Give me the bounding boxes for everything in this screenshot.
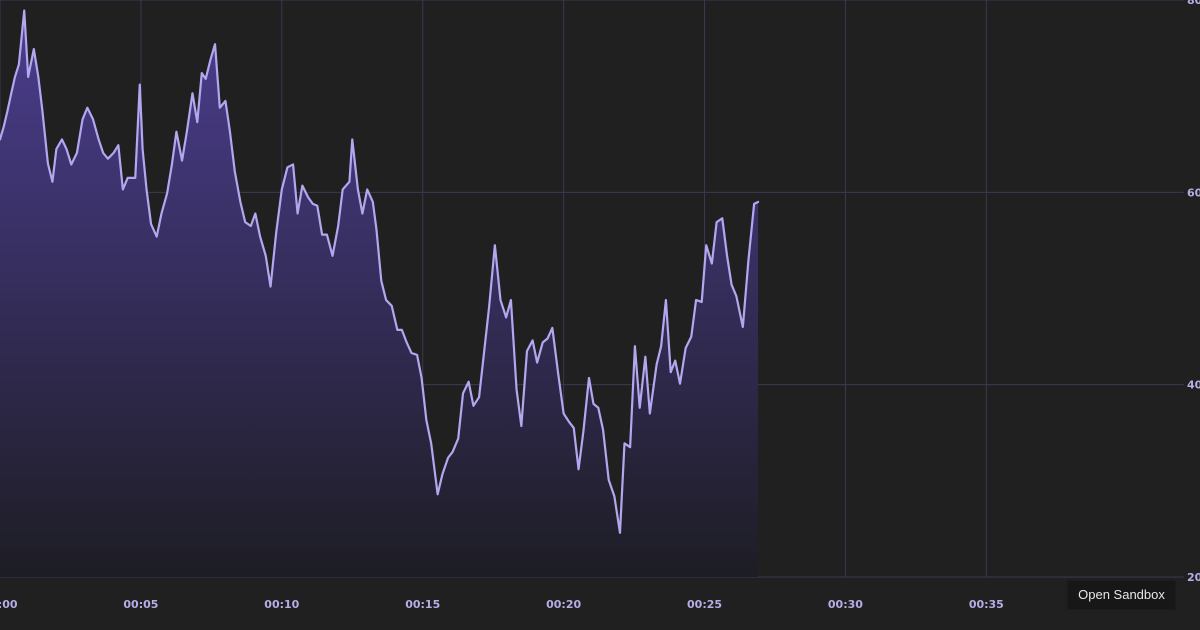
x-tick-label: 00:35: [969, 598, 1004, 611]
x-tick-label: 00:30: [828, 598, 863, 611]
series-area-layer: [0, 10, 759, 578]
x-tick-label: 00:15: [405, 598, 440, 611]
x-tick-label: 00:05: [123, 598, 158, 611]
axis-labels: 00:00 00:05 00:10 00:15 00:20 00:25 00:30 00:35…: [0, 0, 1200, 611]
series-line-layer: [0, 9, 760, 534]
series-area: [0, 10, 759, 578]
x-tick-label: 00:00: [0, 598, 18, 611]
y-tick-label: 60: [1187, 186, 1200, 199]
series-line: [0, 9, 760, 534]
y-tick-label: 40: [1187, 379, 1200, 392]
y-tick-label: 20: [1187, 571, 1200, 584]
y-tick-label: 80: [1187, 0, 1200, 7]
x-tick-label: 00:10: [264, 598, 299, 611]
open-sandbox-button[interactable]: Open Sandbox: [1067, 580, 1176, 610]
x-tick-label: 00:25: [687, 598, 722, 611]
x-tick-label: 00:20: [546, 598, 581, 611]
